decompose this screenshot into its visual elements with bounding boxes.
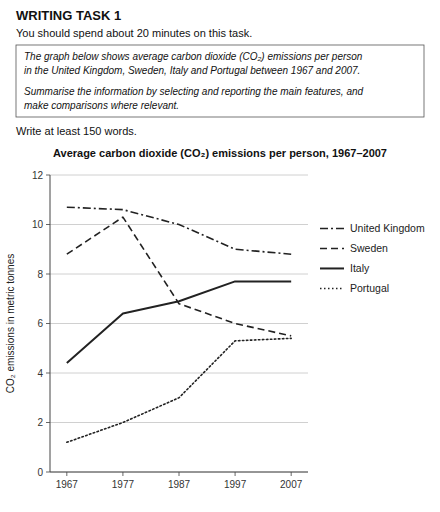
series-line: [67, 281, 291, 363]
y-tick: [46, 373, 50, 374]
heading: WRITING TASK 1: [16, 8, 121, 23]
chart-title: Average carbon dioxide (CO₂) emissions p…: [53, 147, 387, 159]
legend-label: Italy: [350, 262, 370, 274]
y-tick-label: 12: [32, 170, 44, 181]
y-axis-line: [50, 175, 51, 472]
y-tick-label: 0: [37, 467, 43, 478]
x-axis-line: [50, 472, 308, 473]
x-tick-label: 2007: [280, 479, 303, 490]
grid-line: [50, 175, 308, 176]
y-tick-label: 4: [37, 368, 43, 379]
y-tick: [46, 323, 50, 324]
prompt-line: Summarise the information by selecting a…: [24, 86, 364, 97]
x-tick-label: 1987: [168, 479, 191, 490]
page: WRITING TASK 1 You should spend about 20 …: [0, 0, 440, 512]
x-tick: [235, 472, 236, 476]
series-line: [67, 338, 291, 442]
series-line: [67, 207, 291, 254]
legend-swatch: [320, 288, 344, 290]
y-axis-label: CO₂ emissions in metric tonnes: [5, 254, 16, 393]
grid-line: [50, 373, 308, 374]
x-tick-label: 1977: [112, 479, 135, 490]
y-tick: [46, 472, 50, 473]
legend-label: Portugal: [350, 282, 389, 294]
axes: 0 2 4 6 8 10 12 1967 1977 1987 1997 2007: [32, 170, 308, 491]
prompt-line: make comparisons where relevant.: [24, 100, 179, 111]
x-tick: [66, 472, 67, 476]
grid-line: [50, 422, 308, 423]
grid-line: [50, 323, 308, 324]
prompt-box: The graph below shows average carbon dio…: [16, 45, 424, 117]
y-tick: [46, 422, 50, 423]
legend-swatch: [320, 267, 344, 269]
x-tick-label: 1967: [56, 479, 79, 490]
series-group: [67, 207, 291, 442]
y-tick-label: 2: [37, 417, 43, 428]
legend-swatch: [320, 228, 344, 230]
y-tick: [46, 274, 50, 275]
legend-swatch: [320, 248, 344, 250]
x-tick: [122, 472, 123, 476]
grid-line: [50, 472, 308, 473]
x-tick: [291, 472, 292, 476]
legend: United Kingdom Sweden Italy Portugal: [320, 222, 425, 294]
legend-label: United Kingdom: [350, 222, 425, 234]
subheading: You should spend about 20 minutes on thi…: [16, 27, 252, 39]
prompt-line: The graph below shows average carbon dio…: [24, 51, 363, 62]
series-line: [67, 217, 291, 336]
x-tick: [179, 472, 180, 476]
y-tick-label: 8: [37, 269, 43, 280]
y-tick: [46, 175, 50, 176]
prompt-line: in the United Kingdom, Sweden, Italy and…: [24, 65, 360, 76]
grid-line: [50, 274, 308, 275]
legend-label: Sweden: [350, 242, 388, 254]
y-tick-label: 6: [37, 318, 43, 329]
instruction: Write at least 150 words.: [16, 125, 137, 137]
x-tick-label: 1997: [224, 479, 247, 490]
prompt-frame: [16, 45, 424, 117]
y-tick: [46, 224, 50, 225]
y-tick-label: 10: [32, 219, 44, 230]
